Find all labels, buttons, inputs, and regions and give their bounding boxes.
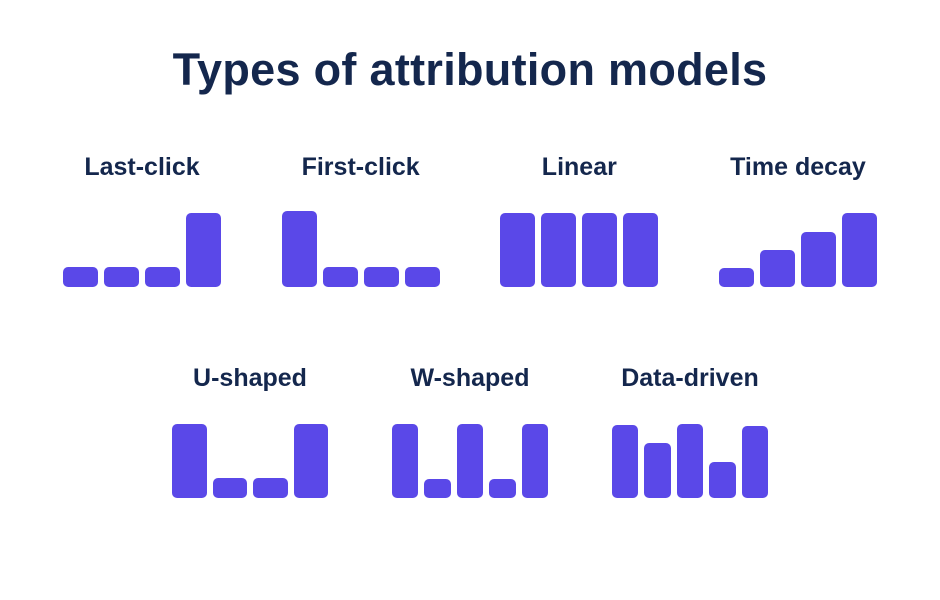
bar-chart [172,422,328,498]
bar [500,213,536,287]
bar [800,232,836,287]
chart-title: First-click [301,153,420,181]
model-chart-first-click: First-click [281,152,440,287]
bar [521,424,549,498]
bar [172,424,207,498]
model-chart-u-shaped: U-shaped [172,363,328,498]
bar-chart [500,211,659,287]
chart-title: W-shaped [410,364,530,392]
model-chart-linear: Linear [500,152,659,287]
bar [186,213,221,287]
bar [582,213,618,287]
bar [145,267,180,287]
chart-title: Last-click [84,153,200,181]
bar-chart [63,211,221,287]
bar [456,424,484,498]
bar [541,213,577,287]
model-chart-data-driven: Data-driven [612,363,769,498]
bar [293,424,328,498]
bar-chart [718,211,877,287]
bar [841,213,877,287]
bar [392,424,419,498]
bar [363,267,399,287]
bar [709,462,736,498]
bar [63,267,98,287]
bar [281,211,317,287]
page-title: Types of attribution models [172,44,768,95]
charts-row-1: Last-click First-click Linear Time decay [63,152,877,287]
model-chart-time-decay: Time decay [718,152,877,287]
bar [489,479,516,498]
bar [424,479,451,498]
bar [322,267,358,287]
bar [741,426,769,498]
model-chart-w-shaped: W-shaped [392,363,549,498]
bar [104,267,139,287]
bar [676,424,704,498]
bar [623,213,659,287]
bar [612,425,639,498]
bar [212,478,247,498]
bar [644,443,671,498]
chart-title: U-shaped [193,364,307,392]
bar [718,268,754,287]
model-chart-last-click: Last-click [63,152,221,287]
bar [759,250,795,287]
bar-chart [281,211,440,287]
chart-title: Time decay [730,153,866,181]
bar [253,478,288,498]
bar-chart [392,422,549,498]
bar [404,267,440,287]
bar-chart [612,422,769,498]
chart-title: Linear [541,153,617,181]
charts-row-2: U-shaped W-shaped Data-driven [0,363,940,498]
chart-title: Data-driven [621,364,759,392]
